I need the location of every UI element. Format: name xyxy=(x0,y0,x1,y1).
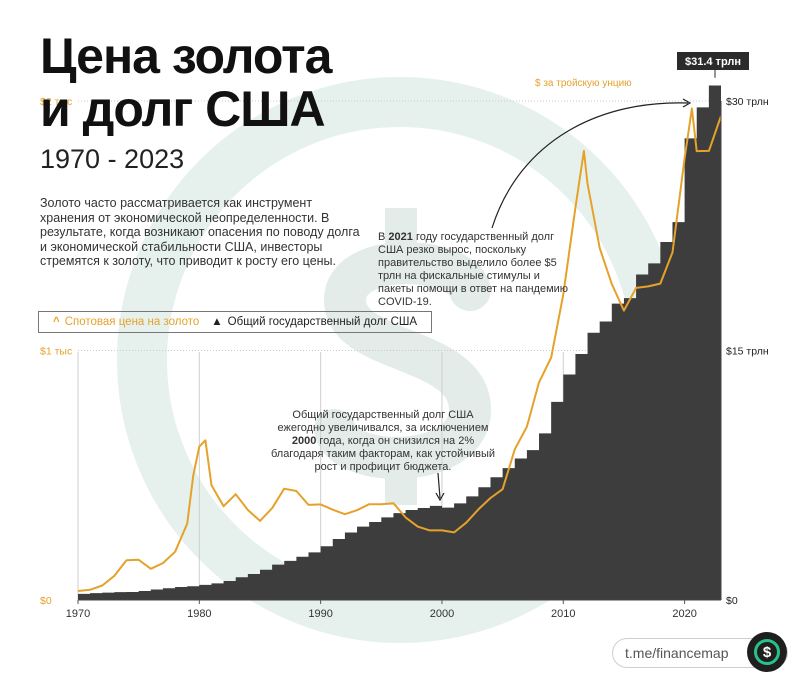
legend-gold-label: Спотовая цена на золото xyxy=(64,316,200,328)
brand-logo-icon: $ xyxy=(747,632,787,672)
annotation-2021-prefix: В xyxy=(378,231,389,243)
gold-tick-label: $1 тыс xyxy=(40,346,72,358)
legend-debt-icon: ▲ xyxy=(211,316,223,328)
annotation-2021: В 2021 году государственный долг США рез… xyxy=(378,231,574,309)
max-debt-badge xyxy=(677,52,749,70)
gold-tick-label: $0 xyxy=(40,595,52,607)
annotation-2021-arrowhead xyxy=(682,98,692,108)
x-tick-label: 1990 xyxy=(308,608,332,620)
debt-area-series xyxy=(78,77,721,601)
legend-gold-icon: ^ xyxy=(53,316,60,328)
debt-tick-label: $0 xyxy=(726,595,738,607)
chart-ticks: 1970 1980 1990 2000 2010 2020 $0 $1 тыс $2 тыс $0… xyxy=(40,78,769,620)
page-title: Цена золота и долг США xyxy=(40,28,332,137)
watermark-dollar-bottom xyxy=(385,465,417,505)
description-text: Золото часто рассматривается как инструм… xyxy=(40,196,360,268)
legend-debt-label: Общий государственный долг США xyxy=(227,316,418,328)
annotation-2000-arrowhead xyxy=(435,492,445,502)
debt-tick-label: $15 трлн xyxy=(726,346,769,358)
brand-link[interactable]: t.me/financemap $ xyxy=(612,632,788,672)
max-debt-label: $31.4 трлн xyxy=(685,56,741,68)
annotation-2000: Общий государственный долг США ежегодно … xyxy=(268,409,498,474)
brand-logo-symbol: $ xyxy=(754,639,780,665)
x-tick-label: 1980 xyxy=(187,608,211,620)
x-tick-label: 1970 xyxy=(66,608,90,620)
watermark-dollar-icon xyxy=(314,242,492,479)
x-tick-label: 2020 xyxy=(672,608,696,620)
year-range: 1970 - 2023 xyxy=(40,144,185,174)
annotation-2000-year: 2000 xyxy=(291,435,317,447)
watermark-dollar-top xyxy=(385,208,417,248)
title-line-1: Цена золота xyxy=(40,28,332,84)
annotation-2000-arrow xyxy=(437,472,441,499)
annotation-2021-year: 2021 xyxy=(388,231,413,243)
chart-legend: ^ Спотовая цена на золото ▲ Общий госуда… xyxy=(38,311,432,333)
title-line-2: и долг США xyxy=(40,81,326,137)
gold-axis-unit: $ за тройскую унцию xyxy=(535,78,632,89)
x-tick-label: 2000 xyxy=(430,608,454,620)
chart-overlay: $31.4 трлн xyxy=(435,52,749,502)
annotation-2021-arrow xyxy=(491,102,689,229)
gold-tick-label: $2 тыс xyxy=(40,96,72,108)
brand-handle[interactable]: t.me/financemap xyxy=(625,645,729,661)
chart-axes xyxy=(78,101,722,601)
legend-gold: ^ Спотовая цена на золото xyxy=(39,316,199,328)
annotation-2000-text-b: года, когда он снизился на 2% благодаря … xyxy=(270,435,496,473)
annotation-2021-text: году государственный долг США резко выро… xyxy=(378,231,569,308)
gold-price-line xyxy=(77,107,722,592)
legend-debt: ▲ Общий государственный долг США xyxy=(199,316,417,328)
annotation-2000-text-a: Общий государственный долг США ежегодно … xyxy=(277,409,489,434)
x-tick-label: 2010 xyxy=(551,608,575,620)
debt-tick-label: $30 трлн xyxy=(726,96,769,108)
